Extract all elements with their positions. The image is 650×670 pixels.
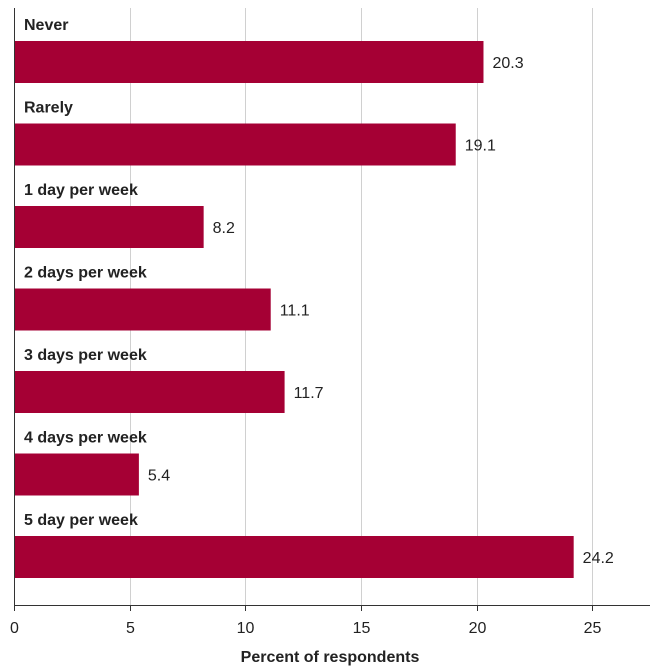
value-label: 11.7: [294, 385, 324, 402]
bar: [14, 536, 574, 578]
value-label: 11.1: [280, 303, 310, 320]
category-label: 1 day per week: [24, 182, 138, 199]
category-label: Never: [24, 17, 68, 34]
category-label: 5 day per week: [24, 512, 138, 529]
value-label: 20.3: [492, 55, 523, 72]
x-tick-label: 20: [469, 620, 487, 637]
category-label: 4 days per week: [24, 430, 147, 447]
bar: [14, 371, 285, 413]
x-axis: 0 5 10 15 20 25: [10, 8, 650, 637]
category-label: 2 days per week: [24, 265, 147, 282]
value-label: 5.4: [148, 468, 170, 485]
x-tick-label: 25: [584, 620, 602, 637]
bar: [14, 288, 271, 331]
bar: [14, 123, 456, 166]
x-tick-label: 15: [353, 620, 371, 637]
labels: Never 20.3 Rarely 19.1 1 day per week 8.2 2 da…: [24, 17, 614, 567]
gridlines: [130, 8, 593, 605]
x-tick-label: 0: [10, 620, 19, 637]
value-label: 24.2: [583, 550, 614, 567]
value-label: 19.1: [465, 138, 496, 155]
bars: [14, 41, 574, 578]
x-tick-label: 5: [126, 620, 135, 637]
x-axis-title: Percent of respondents: [241, 649, 420, 666]
category-label: 3 days per week: [24, 347, 147, 364]
value-label: 8.2: [213, 220, 235, 237]
category-label: Rarely: [24, 100, 73, 117]
bar: [14, 41, 484, 83]
x-tick-label: 10: [237, 620, 255, 637]
bar: [14, 453, 139, 496]
bar: [14, 206, 204, 248]
